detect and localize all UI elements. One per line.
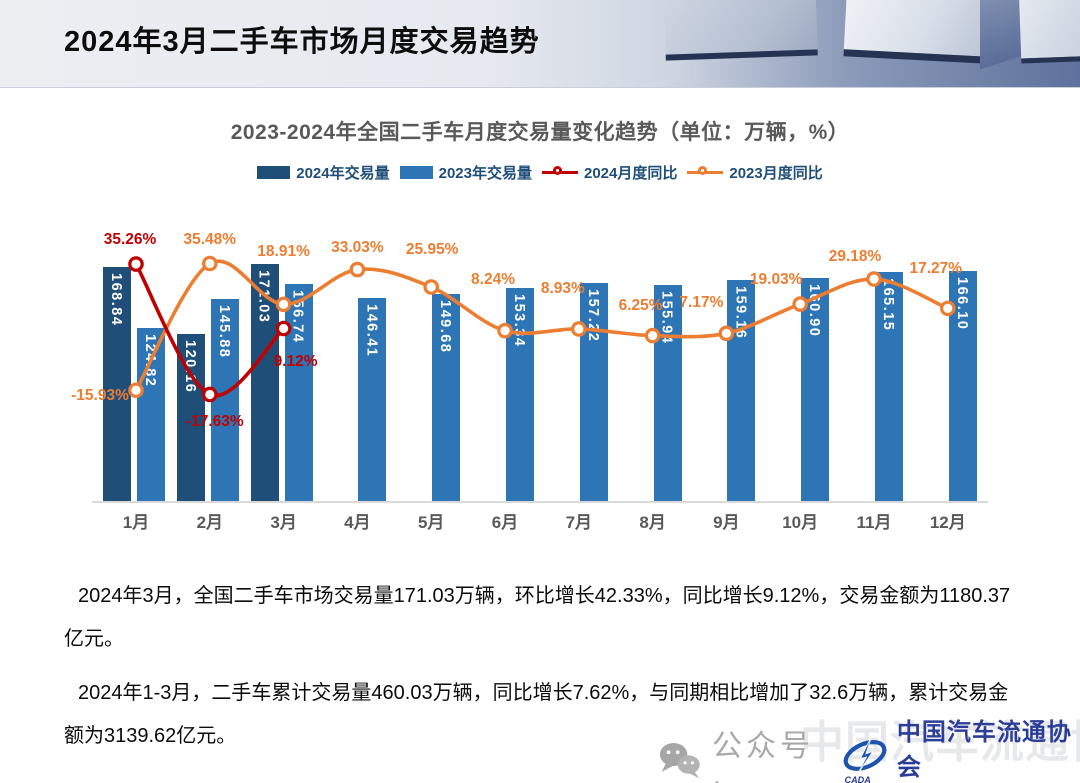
series-2024-bar-value: 168.84: [108, 272, 124, 327]
yoy-2024-marker: [128, 256, 144, 272]
yoy-2023-value-label: 7.17%: [679, 294, 724, 312]
legend-swatch-bar-2024: [257, 166, 291, 179]
x-tick-label: 5月: [417, 513, 445, 532]
yoy-2023-value-label: 18.91%: [257, 243, 310, 261]
x-tick-label: 2月: [196, 513, 224, 532]
legend-label: 2024月度同比: [584, 165, 678, 182]
series-2023-bar-value: 160.90: [806, 283, 823, 338]
yoy-2023-marker: [423, 279, 439, 295]
org-name-cn: 中国汽车流通协会: [896, 719, 1072, 781]
series-2023-bar-value: 166.10: [953, 276, 970, 331]
x-tick-label: 1月: [122, 513, 150, 532]
summary-text-block: 2024年3月，全国二手车市场交易量171.03万辆，环比增长42.33%，同比…: [64, 575, 1019, 758]
legend-item-2023-yoy: 2023月度同比: [687, 162, 823, 183]
header-band: 2024年3月二手车市场月度交易趋势: [0, 0, 1080, 88]
series-2023-bar-value: 156.74: [289, 289, 306, 344]
cada-logo: CADA 中国汽车流通协会 China Automobile Dealers A…: [840, 712, 1080, 783]
series-2023-bar-value: 124.82: [142, 333, 158, 388]
wechat-icon: [659, 742, 700, 778]
chart-title: 2023-2024年全国二手车月度交易量变化趋势（单位：万辆，%）: [230, 121, 850, 144]
legend-swatch-bar-2023: [399, 166, 433, 179]
yoy-2023-value-label: 19.03%: [749, 271, 803, 289]
x-tick-label: 6月: [491, 513, 519, 532]
series-2023-bar-value: 159.16: [732, 286, 749, 340]
series-2024-bar: [103, 266, 131, 501]
x-tick-label: 7月: [565, 513, 593, 532]
summary-paragraph-march: 2024年3月，全国二手车市场交易量171.03万辆，环比增长42.33%，同比…: [64, 585, 1011, 650]
x-tick-label: 3月: [270, 513, 297, 532]
x-tick-label: 4月: [344, 513, 371, 532]
series-2024-bar-value: 120.16: [181, 340, 198, 394]
yoy-2023-value-label: 17.27%: [909, 260, 963, 278]
series-2023-bar-value: 145.88: [215, 304, 232, 359]
x-tick-label: 11月: [856, 513, 892, 532]
yoy-2024-value-label: 35.26%: [103, 231, 157, 249]
series-2023-bar-value: 165.15: [880, 278, 896, 332]
series-2023-bar-value: 153.34: [511, 294, 527, 348]
legend-label: 2023月度同比: [729, 165, 823, 182]
official-account-label: 公众号 ·: [712, 729, 815, 783]
yoy-2024-value-label: -17.63%: [185, 413, 244, 431]
chart-legend: 2024年交易量 2023年交易量 2024月度同比 2023月度同比: [0, 162, 1080, 183]
series-2024-bar-value: 171.03: [255, 269, 272, 324]
yoy-2023-value-label: 8.24%: [471, 270, 515, 288]
x-tick-label: 8月: [639, 513, 666, 532]
yoy-2023-value-label: 29.18%: [828, 248, 882, 266]
yoy-2023-marker: [202, 255, 218, 272]
page-title: 2024年3月二手车市场月度交易趋势: [64, 26, 540, 58]
footer: 公众号 · CADA 中国汽车流通协会 China Automobile Dea…: [658, 712, 1080, 783]
yoy-2023-value-label: 8.93%: [540, 279, 585, 297]
yoy-2023-value-label: -15.93%: [71, 387, 129, 405]
summary-paragraph-q1: 2024年1-3月，二手车累计交易量460.03万辆，同比增长7.62%，与同期…: [64, 682, 1009, 747]
x-tick-label: 10月: [782, 513, 819, 532]
legend-item-2024-volume: 2024年交易量: [257, 162, 390, 183]
yoy-2023-value-label: 35.48%: [183, 230, 237, 248]
series-2023-bar-value: 146.41: [363, 304, 380, 358]
x-tick-label: 12月: [929, 513, 966, 532]
cada-logo-text: CADA: [844, 774, 870, 783]
x-tick-label: 9月: [713, 513, 740, 532]
yoy-2024-value-label: 9.12%: [273, 352, 318, 370]
cada-logo-icon: CADA: [843, 735, 887, 783]
legend-item-2024-yoy: 2024月度同比: [542, 162, 677, 183]
legend-item-2023-volume: 2023年交易量: [399, 162, 532, 183]
yoy-2023-value-label: 6.25%: [618, 296, 663, 314]
legend-label: 2023年交易量: [438, 165, 532, 182]
yoy-2023-value-label: 25.95%: [405, 241, 459, 258]
legend-swatch-line-2024: [542, 166, 578, 179]
legend-label: 2024年交易量: [296, 165, 390, 182]
legend-swatch-line-2023: [687, 166, 724, 179]
x-axis: [92, 501, 988, 503]
yoy-2023-marker: [349, 261, 366, 278]
series-2023-bar-value: 149.68: [437, 299, 454, 353]
yoy-2023-value-label: 33.03%: [331, 238, 384, 256]
series-2023-bar-value: 157.22: [584, 289, 601, 343]
